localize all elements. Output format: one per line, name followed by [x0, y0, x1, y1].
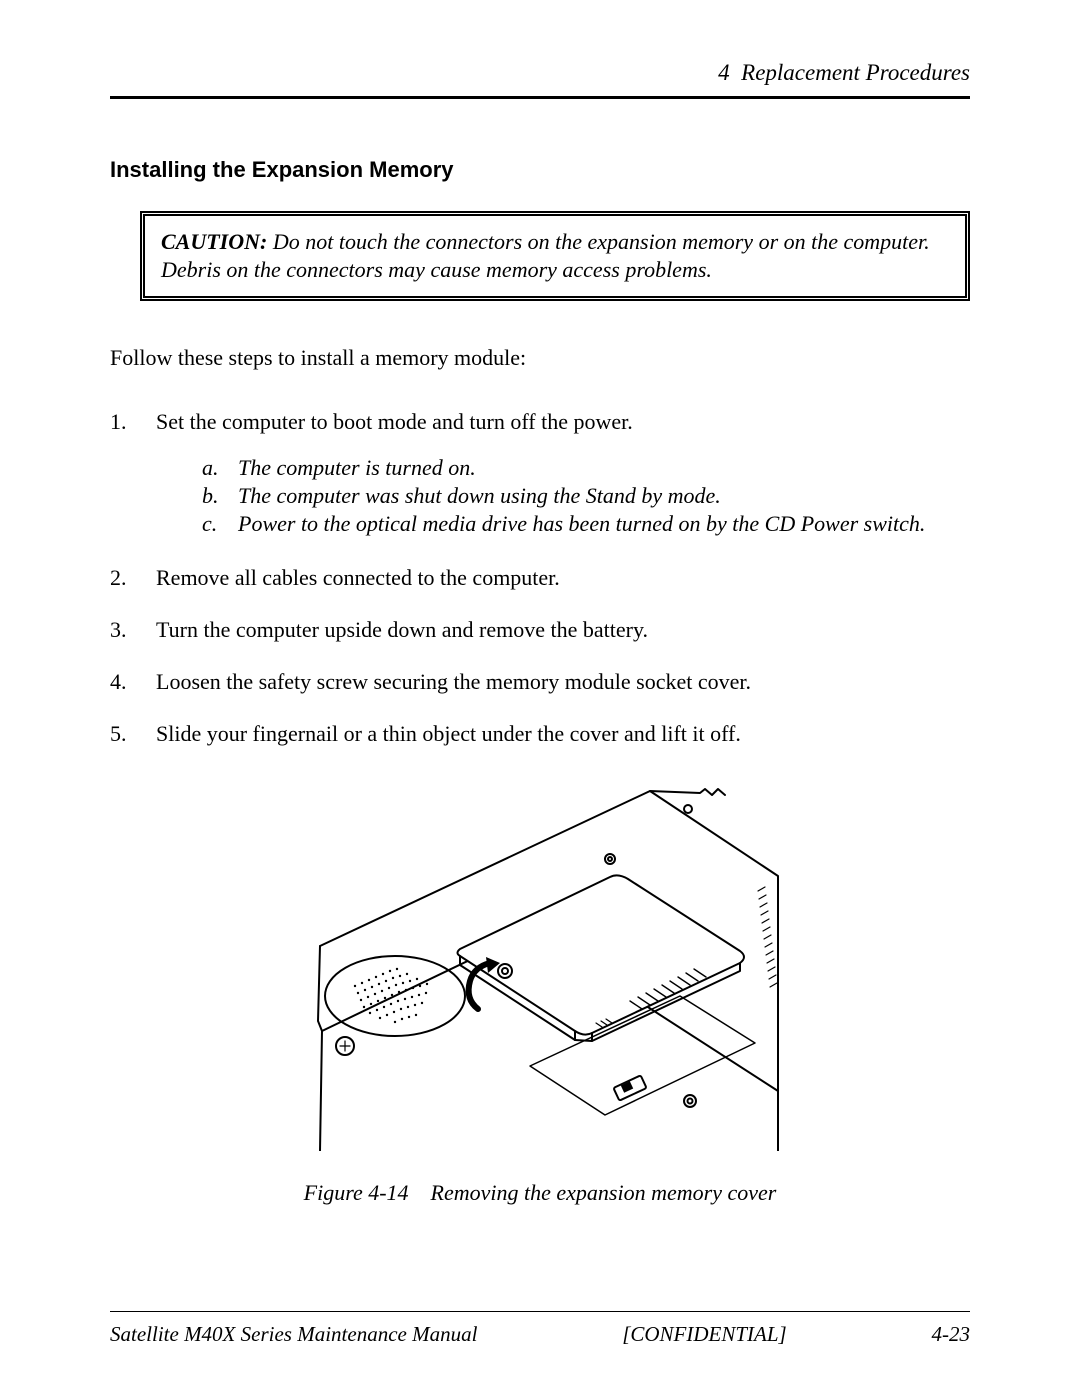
- step-text: Set the computer to boot mode and turn o…: [156, 409, 970, 539]
- steps-list: 1. Set the computer to boot mode and tur…: [110, 409, 970, 747]
- footer-left: Satellite M40X Series Maintenance Manual: [110, 1322, 477, 1347]
- caution-box: CAUTION: Do not touch the connectors on …: [140, 211, 970, 301]
- figure-caption-text: Removing the expansion memory cover: [431, 1180, 777, 1205]
- intro-text: Follow these steps to install a memory m…: [110, 345, 970, 371]
- figure-caption: Figure 4-14 Removing the expansion memor…: [110, 1180, 970, 1206]
- caution-label: CAUTION:: [161, 229, 267, 254]
- page-footer: Satellite M40X Series Maintenance Manual…: [110, 1311, 970, 1347]
- step-5: 5. Slide your fingernail or a thin objec…: [110, 721, 970, 747]
- step-4: 4. Loosen the safety screw securing the …: [110, 669, 970, 695]
- caution-text: CAUTION: Do not touch the connectors on …: [161, 228, 949, 284]
- chapter-number: 4: [718, 60, 730, 85]
- figure: Figure 4-14 Removing the expansion memor…: [110, 781, 970, 1206]
- sub-item-a: a.The computer is turned on.: [202, 455, 970, 481]
- step-1: 1. Set the computer to boot mode and tur…: [110, 409, 970, 539]
- figure-label: Figure 4-14: [304, 1180, 409, 1205]
- footer-center: [CONFIDENTIAL]: [622, 1322, 787, 1347]
- footer-right: 4-23: [931, 1322, 970, 1347]
- sub-list: a.The computer is turned on. b.The compu…: [156, 455, 970, 537]
- running-header: 4 Replacement Procedures: [110, 60, 970, 99]
- step-text: Slide your fingernail or a thin object u…: [156, 721, 970, 747]
- page: 4 Replacement Procedures Installing the …: [0, 0, 1080, 1397]
- step-number: 5.: [110, 721, 156, 747]
- step-number: 1.: [110, 409, 156, 539]
- section-heading: Installing the Expansion Memory: [110, 157, 970, 183]
- step-text: Remove all cables connected to the compu…: [156, 565, 970, 591]
- sub-item-b: b.The computer was shut down using the S…: [202, 483, 970, 509]
- step-number: 2.: [110, 565, 156, 591]
- step-number: 4.: [110, 669, 156, 695]
- step-2: 2. Remove all cables connected to the co…: [110, 565, 970, 591]
- chapter-title: Replacement Procedures: [741, 60, 970, 85]
- step-number: 3.: [110, 617, 156, 643]
- caution-body: Do not touch the connectors on the expan…: [161, 229, 930, 282]
- memory-cover-illustration: [300, 781, 780, 1151]
- step-text: Loosen the safety screw securing the mem…: [156, 669, 970, 695]
- sub-item-c: c.Power to the optical media drive has b…: [202, 511, 970, 537]
- step-text: Turn the computer upside down and remove…: [156, 617, 970, 643]
- step-3: 3. Turn the computer upside down and rem…: [110, 617, 970, 643]
